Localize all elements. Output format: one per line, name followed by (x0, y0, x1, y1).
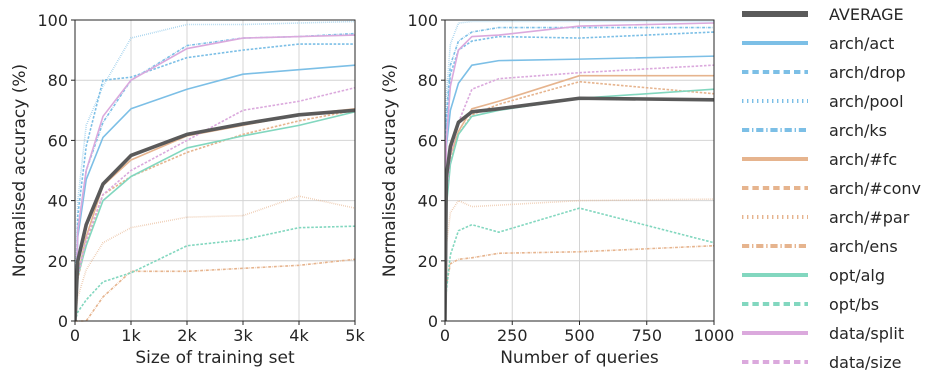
x-tick-label: 500 (564, 326, 595, 345)
legend-label: arch/drop (829, 63, 906, 82)
series-line-data-size (75, 86, 355, 322)
series-line-data-split (445, 22, 714, 322)
legend-item-arch-act: arch/act (742, 34, 894, 53)
x-tick-label: 4k (289, 326, 309, 345)
x-tick-label: 0 (440, 326, 450, 345)
y-tick-label: 100 (37, 11, 68, 30)
legend-item-data-split: data/split (742, 324, 904, 343)
legend-item-arch-par: arch/#par (742, 208, 910, 227)
legend-label: arch/ens (829, 237, 898, 256)
y-tick-label: 40 (418, 192, 438, 211)
y-tick-label: 100 (407, 11, 438, 30)
legend-item-arch-pool: arch/pool (742, 92, 904, 111)
legend-label: opt/bs (829, 295, 879, 314)
series-line-data-size (445, 64, 714, 322)
series-line-opt-bs (445, 207, 714, 322)
series-line-arch-ens (75, 258, 355, 322)
legend-label: data/split (829, 324, 904, 343)
x-tick-label: 1000 (694, 326, 735, 345)
legend-label: data/size (829, 353, 901, 372)
chart-queries-panel: 0 250 500 750 1000 0 20 40 60 80 100 Number of quer… (380, 11, 734, 368)
series-line-average (75, 108, 355, 322)
legend-label: arch/ks (829, 121, 887, 140)
x-tick-label: 0 (70, 326, 80, 345)
series-line-arch-pool (445, 20, 714, 322)
chart-size-panel: 0 1k 2k 3k 4k 5k 0 20 40 60 80 100 Size of training … (10, 11, 365, 368)
legend-label: arch/#fc (829, 150, 897, 169)
legend-label: opt/alg (829, 266, 885, 285)
x-tick-label: 2k (177, 326, 197, 345)
y-tick-label: 80 (418, 71, 438, 90)
series-line-data-split (75, 34, 355, 322)
legend-label: AVERAGE (829, 5, 904, 24)
x-axis-label: Size of training set (135, 348, 295, 368)
legend-item-arch-drop: arch/drop (742, 63, 906, 82)
legend-item-arch-ks: arch/ks (742, 121, 887, 140)
y-tick-label: 60 (418, 131, 438, 150)
legend-item-opt-bs: opt/bs (742, 295, 879, 314)
legend-label: arch/#conv (829, 179, 921, 198)
series-line-arch-drop (75, 43, 355, 322)
y-axis-label: Normalised accuracy (%) (10, 64, 30, 277)
legend-item-arch-conv: arch/#conv (742, 179, 921, 198)
legend: AVERAGE arch/act arch/drop arch/pool arch/ks… (742, 5, 921, 372)
legend-label: arch/#par (829, 208, 910, 227)
x-tick-label: 1k (121, 326, 141, 345)
y-axis-label: Normalised accuracy (%) (380, 64, 400, 277)
legend-label: arch/pool (829, 92, 904, 111)
series-line-opt-bs (75, 225, 355, 322)
series-line-arch-par (445, 198, 714, 322)
series-line-arch-par (75, 195, 355, 322)
x-tick-label: 250 (497, 326, 528, 345)
legend-label: arch/act (829, 34, 894, 53)
y-tick-label: 40 (48, 192, 68, 211)
legend-item-arch-fc: arch/#fc (742, 150, 897, 169)
x-tick-label: 750 (631, 326, 662, 345)
x-axis-label: Number of queries (500, 348, 659, 368)
y-tick-label: 20 (48, 252, 68, 271)
series-line-arch-act (75, 64, 355, 322)
legend-item-data-size: data/size (742, 353, 901, 372)
legend-item-average: AVERAGE (742, 5, 904, 24)
series-line-arch-ens (445, 244, 714, 322)
y-tick-label: 0 (428, 312, 438, 331)
legend-item-opt-alg: opt/alg (742, 266, 885, 285)
series-line-arch-drop (445, 31, 714, 322)
y-tick-label: 60 (48, 131, 68, 150)
x-tick-label: 5k (345, 326, 365, 345)
y-tick-label: 0 (58, 312, 68, 331)
series-line-arch-pool (75, 20, 355, 322)
y-tick-label: 80 (48, 71, 68, 90)
y-tick-label: 20 (418, 252, 438, 271)
plot-frame (74, 19, 356, 322)
x-tick-label: 3k (233, 326, 253, 345)
series-line-average (445, 96, 714, 322)
legend-item-arch-ens: arch/ens (742, 237, 898, 256)
